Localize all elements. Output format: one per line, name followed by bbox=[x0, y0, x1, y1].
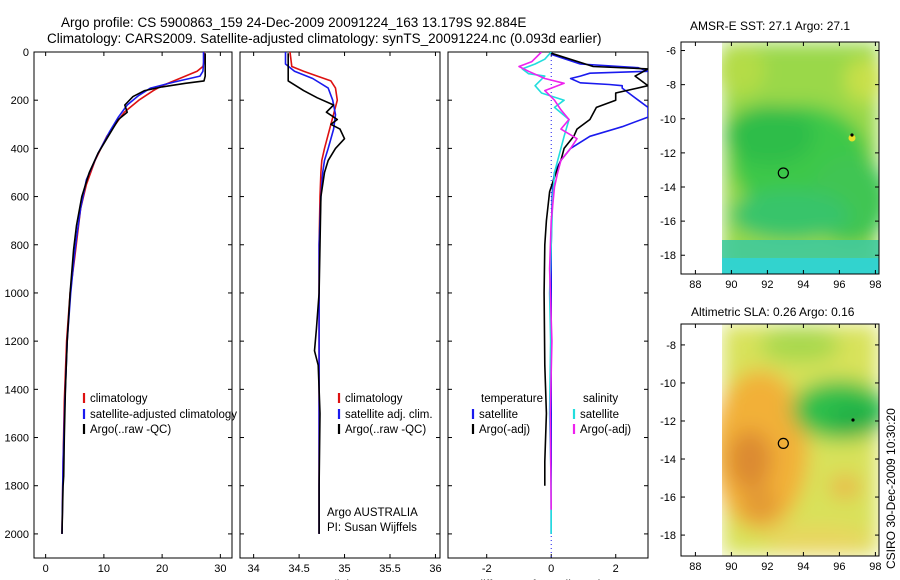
map-x-tick-label: 96 bbox=[833, 561, 845, 573]
y-tick-label: 200 bbox=[11, 95, 29, 107]
x-tick-label: 2 bbox=[613, 563, 619, 575]
sla-map-title: Altimetric SLA: 0.26 Argo: 0.16 bbox=[691, 305, 855, 319]
map-x-tick-label: 90 bbox=[725, 561, 737, 573]
map-x-tick-label: 96 bbox=[833, 279, 845, 291]
series-line-1 bbox=[284, 52, 337, 534]
x-axis-label: temperature bbox=[101, 577, 166, 580]
y-tick-label: 600 bbox=[11, 192, 29, 204]
map-y-tick-label: -10 bbox=[660, 114, 676, 126]
map-y-tick-label: -8 bbox=[666, 80, 676, 92]
series-line-2 bbox=[521, 52, 570, 534]
map-y-tick-label: -16 bbox=[660, 216, 676, 228]
legend-label: climatology bbox=[90, 393, 148, 405]
map-x-tick-label: 94 bbox=[797, 279, 809, 291]
y-tick-label: 800 bbox=[11, 240, 29, 252]
series-line-1 bbox=[543, 52, 648, 486]
sst-map-title: AMSR-E SST: 27.1 Argo: 27.1 bbox=[690, 19, 850, 33]
series-line-2 bbox=[61, 53, 206, 534]
title-line-1: Argo profile: CS 5900863_159 24-Dec-2009… bbox=[61, 15, 526, 30]
temperature-plot: 0 10 20 30 0 200 400 600 800 1000 1200 1400 1600 1800… bbox=[5, 47, 238, 580]
annotation-text: PI: Susan Wijffels bbox=[327, 522, 417, 534]
x-tick-label: 34.5 bbox=[288, 563, 309, 575]
legend-label: Argo(..raw -QC) bbox=[90, 424, 171, 436]
map-x-tick-label: 90 bbox=[725, 279, 737, 291]
x-tick-label: 30 bbox=[214, 563, 226, 575]
x-tick-label: 34 bbox=[248, 563, 260, 575]
map-x-tick-label: 88 bbox=[689, 279, 701, 291]
map-x-tick-label: 88 bbox=[689, 561, 701, 573]
map-x-tick-label: 92 bbox=[761, 561, 773, 573]
legend-label: satellite bbox=[479, 409, 518, 421]
map-frame bbox=[680, 323, 880, 557]
y-tick-label: 1800 bbox=[5, 481, 29, 493]
y-tick-label: 1600 bbox=[5, 433, 29, 445]
footer-timestamp: CSIRO 30-Dec-2009 10:30:20 bbox=[884, 408, 898, 569]
plot-frame bbox=[33, 51, 233, 559]
argo-position-marker bbox=[777, 167, 789, 179]
x-tick-label: 10 bbox=[98, 563, 110, 575]
map-y-tick-label: -10 bbox=[660, 378, 676, 390]
map-y-tick-label: -6 bbox=[666, 46, 676, 58]
series-line-2 bbox=[287, 53, 346, 534]
map-y-tick-label: -8 bbox=[666, 340, 676, 352]
difference-plot: -2 0 2 difference from climatology temperatu… bbox=[447, 51, 649, 580]
sla-map: Altimetric SLA: 0.26 Argo: 0.16 88 90 92 94… bbox=[660, 305, 881, 573]
plot-frame bbox=[239, 51, 441, 559]
x-tick-label: 36 bbox=[429, 563, 441, 575]
x-tick-label: 35.5 bbox=[379, 563, 400, 575]
x-tick-label: 35 bbox=[338, 563, 350, 575]
map-y-tick-label: -14 bbox=[660, 182, 676, 194]
legend-label: Argo(-adj) bbox=[580, 424, 631, 436]
y-tick-label: 2000 bbox=[5, 529, 29, 541]
x-axis-label: salinity bbox=[322, 577, 359, 580]
legend-label: Argo(..raw -QC) bbox=[345, 424, 426, 436]
map-x-tick-label: 92 bbox=[761, 279, 773, 291]
legend-label: temperature bbox=[481, 393, 543, 405]
annotation-text: Argo AUSTRALIA bbox=[327, 507, 418, 519]
legend-label: satellite bbox=[580, 409, 619, 421]
salinity-plot: 34 34.5 35 35.5 36 salinity climatology satelli… bbox=[239, 51, 442, 580]
y-tick-label: 1000 bbox=[5, 288, 29, 300]
title-line-2: Climatology: CARS2009. Satellite-adjuste… bbox=[47, 31, 602, 46]
y-tick-label: 0 bbox=[23, 47, 29, 59]
map-y-tick-label: -12 bbox=[660, 148, 676, 160]
map-y-tick-label: -12 bbox=[660, 416, 676, 428]
legend-label: climatology bbox=[345, 393, 403, 405]
map-y-tick-label: -18 bbox=[660, 530, 676, 542]
x-tick-label: 20 bbox=[156, 563, 168, 575]
y-tick-label: 400 bbox=[11, 143, 29, 155]
legend-label: satellite-adjusted climatology bbox=[90, 409, 237, 421]
map-y-tick-label: -14 bbox=[660, 454, 676, 466]
map-x-tick-label: 94 bbox=[797, 561, 809, 573]
series-line-3 bbox=[518, 52, 578, 510]
map-y-tick-label: -16 bbox=[660, 492, 676, 504]
legend-label: salinity bbox=[583, 393, 618, 405]
map-y-tick-label: -18 bbox=[660, 250, 676, 262]
x-tick-label: -2 bbox=[482, 563, 492, 575]
x-tick-label: 0 bbox=[548, 563, 554, 575]
y-tick-label: 1400 bbox=[5, 384, 29, 396]
sst-map: AMSR-E SST: 27.1 Argo: 27.1 88 90 92 94 96 98… bbox=[660, 19, 881, 291]
argo-position-marker bbox=[777, 437, 789, 450]
legend-label: Argo(-adj) bbox=[479, 424, 530, 436]
map-frame bbox=[680, 41, 880, 275]
map-x-tick-label: 98 bbox=[869, 561, 881, 573]
y-tick-label: 1200 bbox=[5, 336, 29, 348]
map-x-tick-label: 98 bbox=[869, 279, 881, 291]
plot-frame bbox=[447, 51, 649, 559]
legend-label: satellite adj. clim. bbox=[345, 409, 433, 421]
x-tick-label: 0 bbox=[43, 563, 49, 575]
x-axis-label: difference from climatology bbox=[476, 577, 619, 580]
